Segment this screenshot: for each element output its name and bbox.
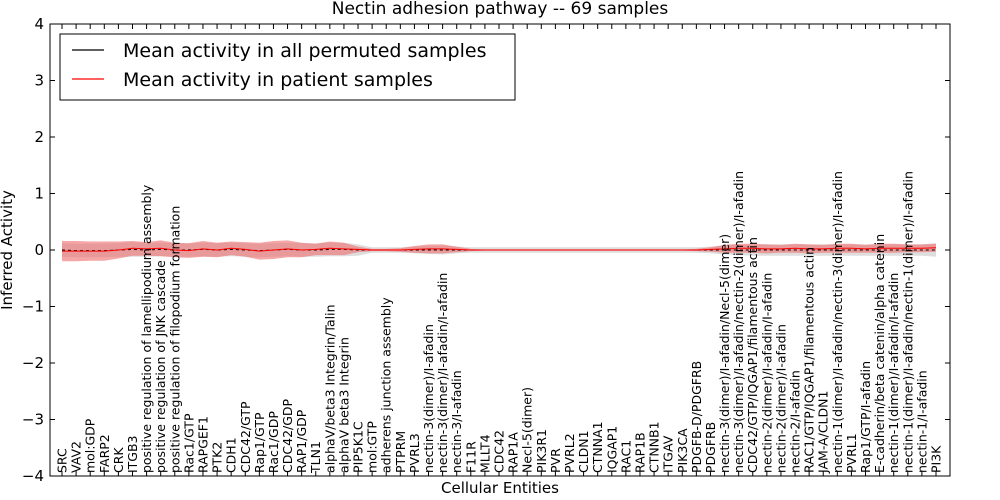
x-tick-label: RAP1A xyxy=(506,432,521,473)
y-axis: −4 −3 −2 −1 0 1 2 3 4 xyxy=(22,15,950,485)
x-tick-label: mol:GDP xyxy=(83,418,98,473)
x-tick-label: CRK xyxy=(111,447,126,473)
x-tick-label: SRC xyxy=(55,448,70,473)
x-tick-label: CDH1 xyxy=(224,437,239,473)
x-tick-label: nectin-3/I-afadin xyxy=(449,370,464,473)
x-tick-label: F11R xyxy=(463,441,478,473)
legend: Mean activity in all permuted samples Me… xyxy=(59,33,516,101)
x-tick-label: nectin-2(dimer)/I-afadin xyxy=(773,324,788,473)
y-tick-label: −3 xyxy=(22,411,44,429)
y-tick-label: 1 xyxy=(34,185,44,203)
x-tick-label: Rap1/GTP xyxy=(252,412,267,473)
x-tick-label: nectin-3(dimer)/I-afadin/nectin-2(dimer)… xyxy=(731,171,746,473)
x-tick-label: CTNNA1 xyxy=(590,421,605,473)
y-tick-label: 3 xyxy=(34,72,44,90)
x-tick-label: PIP5K1C xyxy=(351,421,366,473)
x-tick-label: PVRL1 xyxy=(844,433,859,473)
x-tick-label: RAP1/GDP xyxy=(294,409,309,473)
legend-label-permuted: Mean activity in all permuted samples xyxy=(123,40,486,62)
x-tick-label: MLLT4 xyxy=(477,434,492,473)
x-tick-label: VAV2 xyxy=(69,441,84,473)
x-tick-label: PTK2 xyxy=(210,442,225,473)
x-tick-label: CLDN1 xyxy=(576,430,591,473)
x-tick-label: RAC1 xyxy=(618,440,633,473)
x-tick-label: positive regulation of JNK cascade xyxy=(153,260,168,473)
x-tick-label: nectin-1(dimer)/I-afadin/nectin-1(dimer)… xyxy=(900,171,915,473)
x-tick-label: RAC1/GTP/IQGAP1/filamentous actin xyxy=(802,247,817,473)
x-tick-label: Rap1/GTP/I-afadin xyxy=(858,361,873,473)
x-tick-label: IQGAP1 xyxy=(604,426,619,473)
x-tick-label: ITGAV xyxy=(661,435,676,473)
y-tick-label: 4 xyxy=(34,15,44,33)
x-tick-label: CTNNB1 xyxy=(647,421,662,473)
x-tick-label: FARP2 xyxy=(97,434,112,473)
x-tick-label: nectin-1/I-afadin xyxy=(914,370,929,473)
x-tick-label: alphaV/beta3 Integrin/Talin xyxy=(322,304,337,473)
y-tick-label: −1 xyxy=(22,298,44,316)
x-tick-label: RAP1B xyxy=(633,432,648,473)
x-tick-label: nectin-3(dimer)/I-afadin/I-afadin xyxy=(435,273,450,473)
x-tick-label: PTPRM xyxy=(393,431,408,473)
x-tick-label: Rac1/GDP xyxy=(266,411,281,473)
x-tick-label: nectin-1(dimer)/I-afadin/I-afadin xyxy=(886,273,901,473)
x-tick-label: CDC42/GTP xyxy=(238,401,253,473)
x-tick-label: RAPGEF1 xyxy=(196,416,211,473)
x-tick-label: PDGFRB xyxy=(703,422,718,473)
x-tick-label: nectin-3(dimer)/I-afadin/Necl-5(dimer) xyxy=(717,234,732,473)
x-tick-label: nectin-1(dimer)/I-afadin/nectin-3(dimer)… xyxy=(830,171,845,473)
x-tick-label: PVR xyxy=(548,448,563,473)
x-tick-label: nectin-3(dimer)/I-afadin xyxy=(421,324,436,473)
x-tick-label: PVRL2 xyxy=(562,433,577,473)
legend-label-patient: Mean activity in patient samples xyxy=(123,69,433,91)
x-tick-label: adherens junction assembly xyxy=(379,297,394,473)
x-tick-label: nectin-2/I-afadin xyxy=(788,370,803,473)
y-tick-label: −2 xyxy=(22,354,44,372)
y-tick-label: −4 xyxy=(22,467,44,485)
legend-box xyxy=(59,33,516,101)
x-tick-label: alphaV beta3 Integrin xyxy=(336,337,351,473)
x-tick-label: positive regulation of lamellipodium ass… xyxy=(139,184,154,473)
x-tick-label: PIK3CA xyxy=(675,428,690,473)
x-tick-label: ITGB3 xyxy=(125,435,140,473)
x-tick-label: TLN1 xyxy=(308,441,323,474)
x-tick-label: E-cadherin/beta catenin/alpha catenin xyxy=(872,234,887,473)
x-tick-label: nectin-2(dimer)/I-afadin/I-afadin xyxy=(759,273,774,473)
x-tick-label: Rac1/GTP xyxy=(181,413,196,473)
x-tick-labels: SRC VAV2 mol:GDP FARP2 CRK ITGB3 positive regu… xyxy=(55,24,944,476)
band-patient xyxy=(62,240,936,262)
y-axis-label: Inferred Activity xyxy=(0,190,16,310)
series-lines xyxy=(61,247,937,252)
x-tick-label: Necl-5(dimer) xyxy=(520,387,535,473)
x-tick-label: PVRL3 xyxy=(407,433,422,473)
x-tick-label: PIK3R1 xyxy=(534,429,549,473)
x-tick-label: mol:GTP xyxy=(365,421,380,473)
x-tick-label: PI3K xyxy=(929,445,944,473)
x-tick-label: JAM-A/CLDN1 xyxy=(816,391,831,474)
x-tick-label: CDC42/GTP/IQGAP1/filamentous actin xyxy=(745,237,760,473)
chart-title: Nectin adhesion pathway -- 69 samples xyxy=(332,0,669,19)
x-tick-label: CDC42/GDP xyxy=(280,398,295,473)
y-tick-label: 0 xyxy=(34,241,44,259)
y-tick-label: 2 xyxy=(34,128,44,146)
x-tick-label: positive regulation of filopodium format… xyxy=(167,206,182,473)
line-patient xyxy=(62,247,937,252)
x-axis-label: Cellular Entities xyxy=(441,479,559,497)
x-tick-label: CDC42 xyxy=(492,430,507,473)
x-tick-label: PDGFB-D/PDGFRB xyxy=(689,361,704,473)
